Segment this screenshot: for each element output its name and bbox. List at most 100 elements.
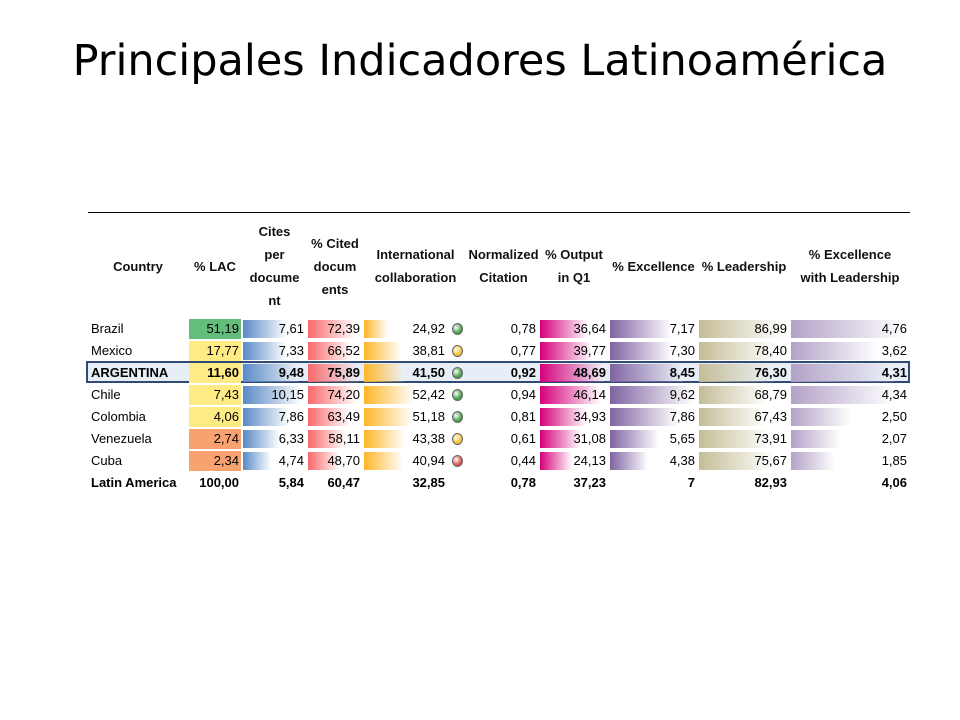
country-name: Chile: [91, 387, 121, 402]
value-exc: 7,86: [669, 409, 695, 424]
header-cited: % Cited docum ents: [311, 235, 359, 297]
lead-bar: [699, 386, 767, 404]
cell-exc: 9,62: [609, 384, 698, 406]
value-q1: 46,14: [573, 387, 606, 402]
cell-excl: 1,85: [790, 450, 910, 472]
value-intl: 52,42: [412, 387, 445, 402]
cell-exc: 4,38: [609, 450, 698, 472]
value-excl: 4,76: [881, 321, 907, 336]
q1-bar: [540, 430, 581, 448]
value-intl: 24,92: [412, 321, 445, 336]
value-cited: 48,70: [327, 453, 360, 468]
value-cited: 63,49: [327, 409, 360, 424]
cell-cites: 5,84: [242, 472, 307, 494]
cell-excl: 4,76: [790, 318, 910, 340]
cites-bar: [243, 408, 289, 426]
country-name: Brazil: [91, 321, 124, 336]
q1-bar: [540, 320, 588, 338]
value-norm: 0,78: [510, 321, 536, 336]
cell-country: Cuba: [88, 450, 188, 472]
value-norm: 0,78: [510, 475, 536, 490]
cell-norm: 0,94: [468, 384, 539, 406]
intl-bar: [364, 408, 413, 426]
value-lead: 78,40: [754, 343, 787, 358]
cell-lac: 51,19: [188, 318, 242, 340]
cell-lac: 4,06: [188, 406, 242, 428]
value-norm: 0,77: [510, 343, 536, 358]
value-cites: 9,48: [278, 365, 304, 380]
status-green-dot-icon: [452, 323, 463, 335]
value-lac: 51,19: [206, 321, 239, 336]
value-exc: 7: [687, 475, 695, 490]
value-cited: 74,20: [327, 387, 360, 402]
value-lac: 100,00: [199, 475, 239, 490]
value-exc: 7,17: [669, 321, 695, 336]
cell-cited: 72,39: [307, 318, 363, 340]
lac-fill: [189, 429, 241, 449]
value-exc: 4,38: [669, 453, 695, 468]
cell-norm: 0,77: [468, 340, 539, 362]
cited-bar: [308, 408, 350, 426]
table-row: Venezuela 2,74 6,33 58,11 43,38 0,61 31,08 5,65…: [88, 428, 910, 450]
value-intl: 32,85: [412, 475, 445, 490]
value-lac: 2,74: [213, 431, 239, 446]
cites-bar: [243, 386, 302, 404]
lead-bar: [699, 452, 774, 470]
value-norm: 0,92: [510, 365, 536, 380]
table-row: Cuba 2,34 4,74 48,70 40,94 0,44 24,13 4,38 75,67…: [88, 450, 910, 472]
value-exc: 7,30: [669, 343, 695, 358]
cell-norm: 0,44: [468, 450, 539, 472]
header-cites: Cites per docume nt: [249, 224, 300, 308]
value-cites: 5,84: [278, 475, 304, 490]
cell-country: ARGENTINA: [88, 362, 188, 384]
lead-bar: [699, 364, 774, 382]
value-cites: 10,15: [271, 387, 304, 402]
lac-fill: [189, 319, 241, 339]
table-row: Brazil 51,19 7,61 72,39 24,92 0,78 36,64 7,17 86…: [88, 318, 910, 340]
lac-fill: [189, 407, 241, 427]
excl-bar: [791, 364, 894, 382]
cell-exc: 5,65: [609, 428, 698, 450]
cell-lac: 2,34: [188, 450, 242, 472]
value-q1: 24,13: [573, 453, 606, 468]
lac-fill: [189, 451, 241, 471]
excl-bar: [791, 430, 841, 448]
cell-cites: 7,61: [242, 318, 307, 340]
cites-bar: [243, 452, 271, 470]
value-lac: 11,60: [207, 365, 239, 380]
cell-lead: 75,67: [698, 450, 790, 472]
cell-exc: 8,45: [609, 362, 698, 384]
header-exc: % Excellence: [612, 258, 695, 274]
value-intl: 40,94: [412, 453, 445, 468]
value-lac: 4,06: [213, 409, 239, 424]
value-lead: 68,79: [754, 387, 787, 402]
cell-lead: 73,91: [698, 428, 790, 450]
cell-cited: 48,70: [307, 450, 363, 472]
intl-bar: [364, 452, 403, 470]
intl-bar: [364, 386, 414, 404]
value-lac: 7,43: [213, 387, 239, 402]
intl-bar: [364, 430, 405, 448]
country-name: Mexico: [91, 343, 133, 358]
cell-lead: 76,30: [698, 362, 790, 384]
header-country: Country: [113, 258, 163, 274]
country-name: Cuba: [91, 453, 123, 468]
value-excl: 4,06: [881, 475, 907, 490]
value-q1: 39,77: [573, 343, 606, 358]
value-excl: 4,31: [881, 365, 907, 380]
cell-norm: 0,78: [468, 472, 539, 494]
cell-q1: 34,93: [539, 406, 609, 428]
value-cited: 72,39: [327, 321, 360, 336]
cell-cites: 7,33: [242, 340, 307, 362]
value-q1: 48,69: [573, 365, 606, 380]
cell-q1: 48,69: [539, 362, 609, 384]
header-excl: % Excellence with Leadership: [800, 247, 900, 285]
cell-excl: 4,34: [790, 384, 910, 406]
value-cited: 75,89: [327, 365, 360, 380]
cell-excl: 4,31: [790, 362, 910, 384]
cites-bar: [243, 430, 280, 448]
status-yellow-dot-icon: [452, 433, 463, 445]
cell-cited: 66,52: [307, 340, 363, 362]
intl-bar: [364, 320, 388, 338]
cell-lead: 78,40: [698, 340, 790, 362]
